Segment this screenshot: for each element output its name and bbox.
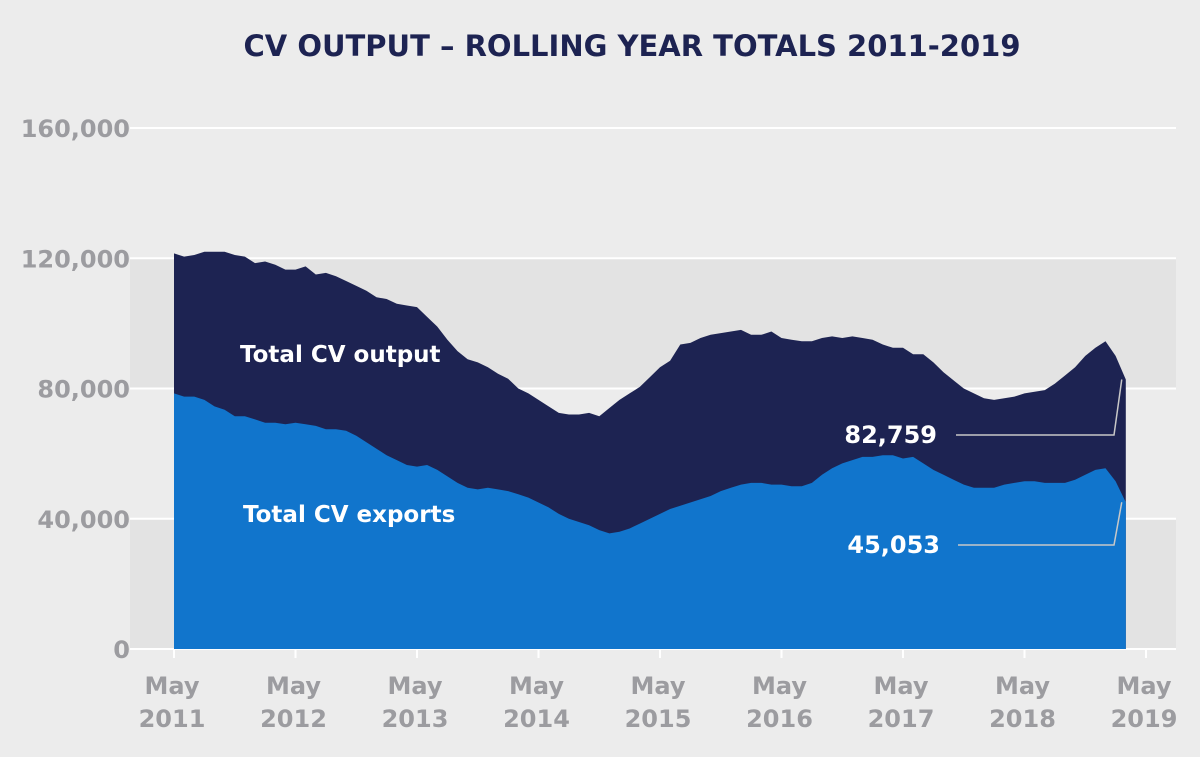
x-tick-label: May xyxy=(631,672,686,700)
annotations: Total CV output Total CV exports 82,759 45,… xyxy=(240,342,1123,559)
output-end-value-label: 82,759 xyxy=(844,421,937,449)
x-tick-label: May xyxy=(995,672,1050,700)
x-tick-label: 2012 xyxy=(260,705,327,733)
x-tick-label: May xyxy=(874,672,929,700)
x-tick-label: 2019 xyxy=(1111,705,1178,733)
series-label-total-cv-output: Total CV output xyxy=(240,342,441,368)
x-tick-label: 2016 xyxy=(746,705,813,733)
chart-title: CV OUTPUT – ROLLING YEAR TOTALS 2011-201… xyxy=(244,29,1021,63)
x-tick-label: May xyxy=(1117,672,1172,700)
x-tick-label: May xyxy=(266,672,321,700)
x-tick-label: 2018 xyxy=(989,705,1056,733)
y-tick-label: 0 xyxy=(113,636,130,664)
x-tick-label: May xyxy=(388,672,443,700)
x-tick-label: 2011 xyxy=(139,705,206,733)
series-label-total-cv-exports: Total CV exports xyxy=(243,502,455,528)
x-tick-label: May xyxy=(145,672,200,700)
exports-end-leader-line xyxy=(958,502,1123,546)
y-axis: 0 40,000 80,000 120,000 160,000 xyxy=(21,115,130,664)
x-tick-label: 2017 xyxy=(868,705,935,733)
x-tick-label: 2015 xyxy=(625,705,692,733)
x-tick-label: 2014 xyxy=(503,705,570,733)
x-axis: May 2011 May 2012 May 2013 May 2014 May 2015 May 20… xyxy=(139,649,1178,733)
y-tick-label: 160,000 xyxy=(21,115,130,143)
x-tick-label: May xyxy=(509,672,564,700)
exports-end-value-label: 45,053 xyxy=(847,531,940,559)
series-area-total-cv-exports xyxy=(174,393,1126,649)
y-tick-label: 40,000 xyxy=(37,506,130,534)
output-end-leader-line xyxy=(956,379,1123,436)
y-tick-label: 80,000 xyxy=(37,376,130,404)
x-tick-label: 2013 xyxy=(382,705,449,733)
plot-area xyxy=(174,251,1126,649)
y-tick-label: 120,000 xyxy=(21,245,130,273)
x-tick-label: May xyxy=(752,672,807,700)
